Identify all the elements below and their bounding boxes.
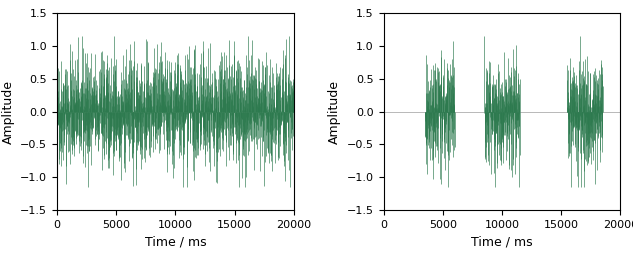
X-axis label: Time / ms: Time / ms <box>144 235 206 248</box>
X-axis label: Time / ms: Time / ms <box>471 235 533 248</box>
Y-axis label: Amplitude: Amplitude <box>2 80 15 144</box>
Y-axis label: Amplitude: Amplitude <box>329 80 341 144</box>
